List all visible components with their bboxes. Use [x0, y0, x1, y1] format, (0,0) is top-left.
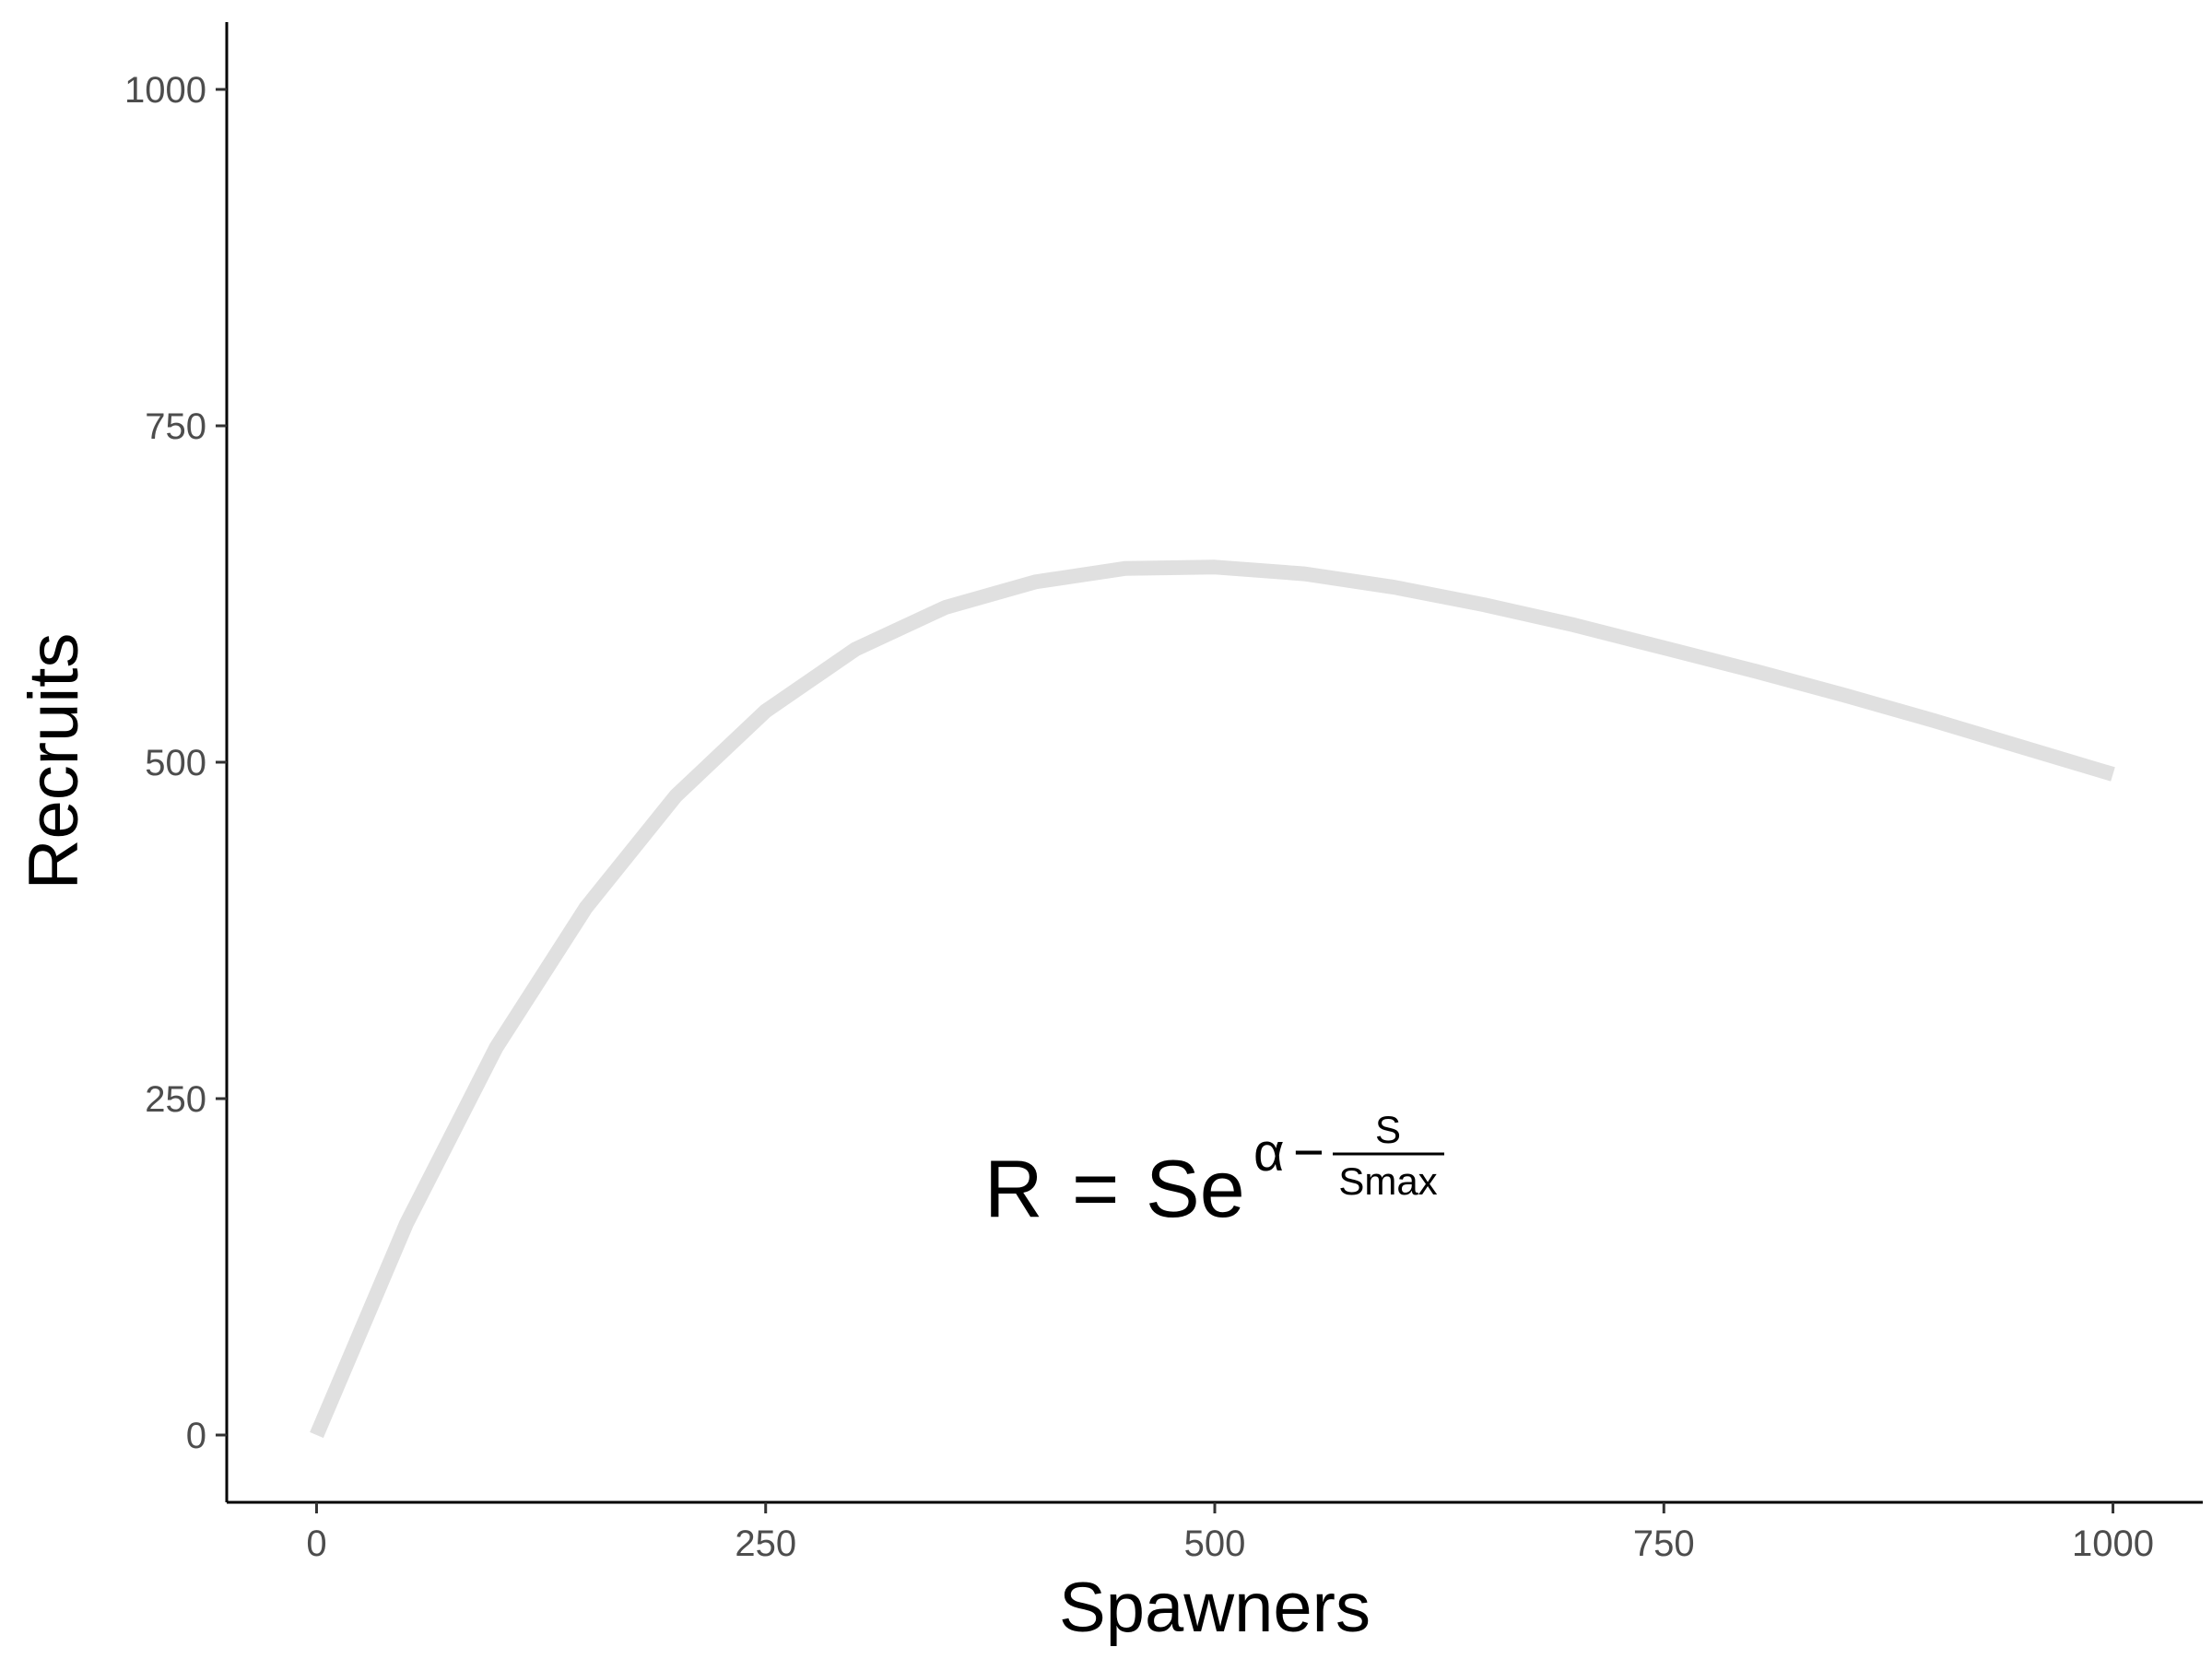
y-tick-label: 0	[186, 1416, 206, 1456]
y-tick-label: 1000	[124, 70, 206, 111]
y-tick-label: 750	[145, 406, 206, 447]
x-tick-label: 250	[735, 1524, 796, 1564]
equation-exp-minus: −	[1293, 1123, 1324, 1182]
x-tick-label: 750	[1633, 1524, 1695, 1564]
x-tick-label: 0	[306, 1524, 326, 1564]
x-axis-ticks: 0 250 500 750 1000	[306, 1502, 2154, 1564]
y-tick-label: 250	[145, 1079, 206, 1120]
equation-lhs: R	[984, 1143, 1043, 1234]
y-axis-title: Recruits	[15, 633, 93, 890]
x-tick-label: 500	[1184, 1524, 1246, 1564]
y-tick-label: 500	[145, 743, 206, 783]
series-layer	[310, 559, 2115, 1439]
y-axis-ticks: 0 250 500 750 1000	[124, 70, 227, 1456]
equation-annotation: R = Se α − S Smax	[984, 1108, 1444, 1234]
equation-equals: =	[1072, 1143, 1119, 1234]
series-line	[310, 559, 2115, 1439]
equation-frac-numerator: S	[1375, 1108, 1401, 1151]
equation-frac-denominator: Smax	[1338, 1159, 1437, 1203]
equation-base: Se	[1146, 1143, 1245, 1234]
x-tick-label: 1000	[2072, 1524, 2154, 1564]
equation-exp-alpha: α	[1253, 1123, 1285, 1182]
x-axis-title: Spawners	[1059, 1569, 1371, 1647]
